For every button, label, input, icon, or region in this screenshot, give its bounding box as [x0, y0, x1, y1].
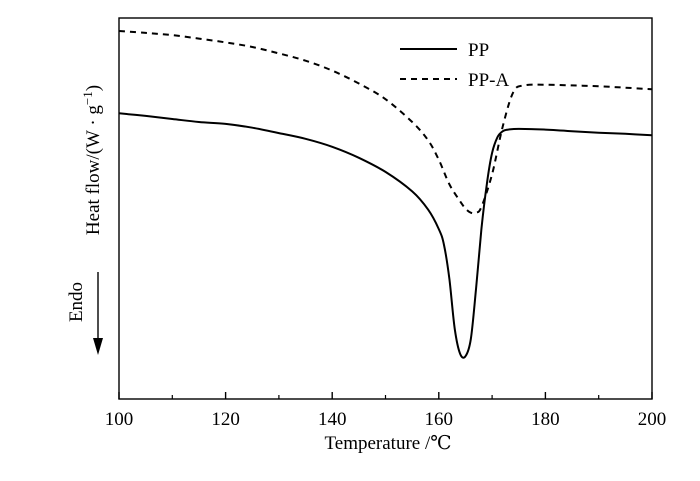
x-tick-label: 160 — [425, 409, 454, 430]
y-axis-title-close: ) — [83, 85, 104, 91]
x-axis-ticks — [118, 392, 653, 399]
x-axis-tick-labels: 100 120 140 160 180 200 — [105, 409, 667, 430]
x-tick-label: 100 — [105, 409, 134, 430]
legend: PP PP-A — [400, 40, 509, 91]
x-axis-title: Temperature /℃ — [324, 433, 451, 454]
x-tick-label: 140 — [318, 409, 347, 430]
plot-frame — [118, 17, 653, 400]
y-axis-title-main: Heat flow/(W · g — [83, 105, 104, 235]
series-layer — [118, 30, 653, 359]
legend-label-pp: PP — [468, 40, 489, 61]
endo-arrow-head — [93, 338, 103, 355]
endo-label: Endo — [66, 282, 87, 322]
legend-label-pp-a: PP-A — [468, 70, 509, 91]
y-axis-title: Heat flow/(W · g−1) — [80, 85, 104, 235]
series-line-pp-a — [118, 30, 653, 215]
x-tick-label: 200 — [638, 409, 667, 430]
x-tick-label: 120 — [211, 409, 240, 430]
y-axis-title-exponent: −1 — [80, 91, 95, 105]
series-line-pp — [118, 112, 653, 359]
x-tick-label: 180 — [531, 409, 560, 430]
